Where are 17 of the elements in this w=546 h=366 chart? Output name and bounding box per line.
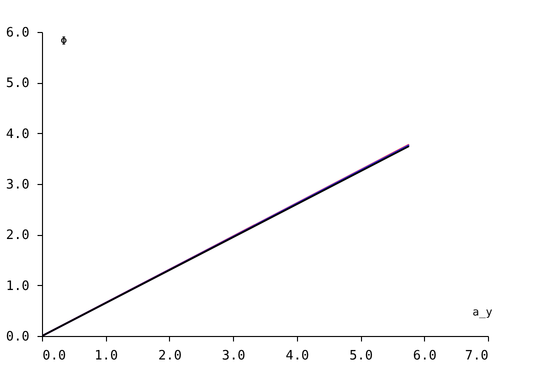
- x-axis-title: a_y: [472, 306, 493, 318]
- y-tick-label: 3.0: [6, 178, 30, 192]
- x-tick-label: 3.0: [222, 348, 246, 364]
- x-tick-label: 1.0: [94, 348, 118, 364]
- x-tick-label: 7.0: [465, 348, 488, 364]
- y-tick-label: 4.0: [6, 126, 30, 142]
- y-tick-label: 6.0: [6, 26, 30, 40]
- y-tick-label: 5.0: [6, 76, 30, 92]
- x-tick-label: 5.0: [349, 348, 373, 364]
- y-tick-label: 0.0: [6, 330, 30, 344]
- x-tick-label: 6.0: [413, 348, 437, 364]
- y-tick-label: 1.0: [6, 278, 30, 294]
- x-tick-label: 0.0: [42, 348, 66, 364]
- x-tick-label: 2.0: [158, 348, 182, 364]
- y-tick-label: 2.0: [6, 228, 30, 244]
- y-axis-title: Φ: [60, 34, 68, 48]
- x-tick-label: 4.0: [286, 348, 310, 364]
